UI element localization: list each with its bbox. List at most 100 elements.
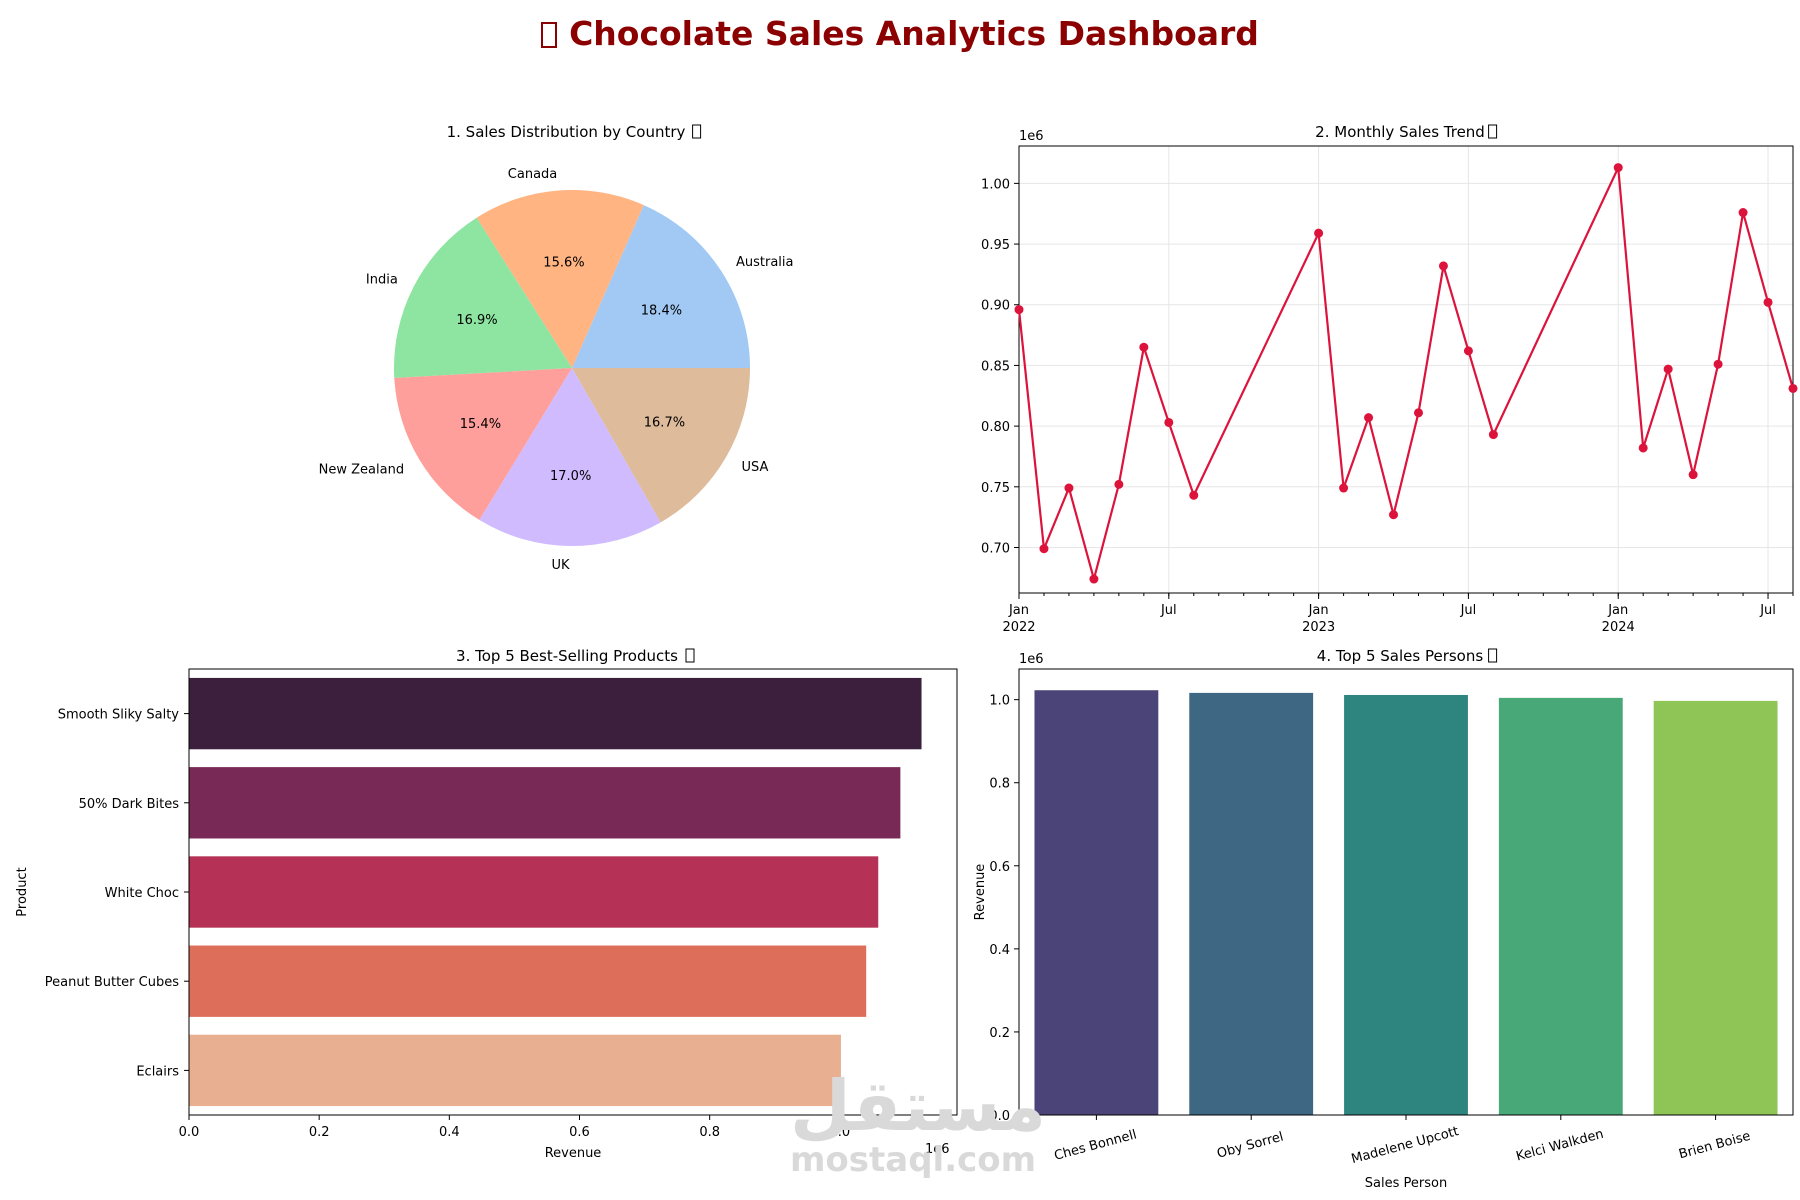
vbar-category-label: Brien Boise [1677,1129,1752,1163]
hbar-xtick-label: 0.0 [179,1125,200,1140]
hbar-bar [189,1034,841,1107]
pie-title: 1. Sales Distribution by Country [447,123,686,141]
pie-value-label: 17.0% [550,469,591,484]
line-point [1613,163,1623,173]
line-point [1463,346,1473,356]
hbar-xtick-label: 0.4 [439,1125,460,1140]
hbar-bar [189,767,901,839]
vbar-bar [1189,692,1314,1115]
hbar-title-glyph-icon [685,648,695,663]
hbar-xlabel: Revenue [545,1146,602,1161]
vbar-ytick-label: 0.8 [989,777,1010,792]
hbar-title: 3. Top 5 Best-Selling Products [456,647,678,665]
watermark-latin: mostaql.com [790,1140,1037,1180]
line-axes-frame [1018,145,1794,594]
vbar-ytick-label: 0.6 [989,860,1010,875]
line-ytick-label: 0.90 [981,299,1010,314]
line-point [1164,417,1174,427]
watermark-arabic: مستقل [790,1065,1047,1147]
line-xtick-label: Jan [1308,603,1329,618]
line-point [1389,510,1399,520]
line-ytick-label: 0.95 [981,238,1010,253]
pie-label: New Zealand [319,463,404,478]
watermark: مستقل mostaql.com [790,1065,1047,1180]
line-point [1014,305,1024,315]
line-point [1688,470,1698,480]
hbar-x-scale-label: 1e6 [925,1142,950,1157]
pie-slice-australia [572,205,750,368]
vbar-bar [1034,690,1159,1115]
line-ytick-label: 0.80 [981,420,1010,435]
line-xtick-label: Jan [1607,603,1628,618]
hbar-bar [189,677,922,750]
hbar-category-label: 50% Dark Bites [79,797,180,812]
vbar-category-label: Ches Bonnell [1053,1127,1139,1163]
line-point [1314,228,1324,238]
pie-value-label: 15.4% [460,417,501,432]
line-xtick-year: 2024 [1602,620,1635,635]
vbar-ylabel: Revenue [973,864,988,921]
pie-slice-uk [479,368,661,546]
chocolate-icon [541,22,558,48]
pie-value-label: 15.6% [543,256,584,271]
dashboard-title-text: Chocolate Sales Analytics Dashboard [569,14,1259,53]
line-point [1064,483,1074,493]
line-point [1638,443,1648,453]
line-ytick-label: 1.00 [981,177,1010,192]
line-xtick-label: Jul [1160,603,1177,618]
line-point [1713,359,1723,369]
vbar-title: 4. Top 5 Sales Persons [1317,647,1484,665]
pie-slice-india [394,217,572,379]
hbar-bar [189,945,867,1017]
hbar-category-label: Eclairs [136,1064,179,1079]
vbar-ytick-label: 1.0 [989,694,1010,709]
hbar-xtick-label: 0.6 [569,1125,590,1140]
pie-label: Canada [508,167,557,182]
line-title-glyph-icon [1488,124,1498,139]
pie-value-label: 16.9% [456,313,497,328]
hbar-bar [189,856,879,928]
hbar-category-label: White Choc [105,886,179,901]
line-point [1189,490,1199,500]
pie-slice-usa [572,368,750,523]
line-point [1738,208,1748,218]
dashboard-title: Chocolate Sales Analytics Dashboard [0,14,1800,53]
line-ytick-label: 0.75 [981,481,1010,496]
pie-label: UK [551,558,570,573]
pie-title-glyph-icon [692,124,702,139]
line-point [1364,413,1374,423]
line-xtick-label: Jul [1460,603,1477,618]
vbar-bar [1344,694,1468,1115]
vbar-title-glyph-icon [1488,648,1498,663]
vbar-category-label: Madelene Upcott [1350,1124,1461,1167]
vbar-category-label: Kelci Walkden [1514,1127,1605,1165]
vbar-axes-frame [1018,668,1794,1116]
line-point [1339,483,1349,493]
line-point [1139,342,1149,352]
hbar-category-label: Smooth Sliky Salty [58,708,180,723]
line-y-scale-label: 1e6 [1019,129,1044,144]
line-series [1017,163,1795,584]
line-point [1114,479,1124,489]
hbar-category-label: Peanut Butter Cubes [45,975,179,990]
line-point [1089,574,1099,584]
line-point [1039,544,1049,554]
line-ytick-label: 0.70 [981,541,1010,556]
line-xtick-label: Jan [1008,603,1029,618]
line-point [1413,408,1423,418]
hbar-ylabel: Product [15,867,30,916]
vbar-bar [1498,697,1623,1115]
pie-label: Australia [736,255,794,270]
pie-value-label: 16.7% [644,415,685,430]
line-point [1488,430,1498,440]
vbar-ytick-label: 0.4 [989,943,1010,958]
line-title: 2. Monthly Sales Trend [1315,123,1485,141]
vbar-xlabel: Sales Person [1365,1176,1447,1191]
line-ytick-label: 0.85 [981,359,1010,374]
pie-slice-canada [476,190,644,368]
vbar-category-label: Oby Sorrel [1215,1130,1285,1162]
vbar-y-scale-label: 1e6 [1019,652,1044,667]
line-point [1438,261,1448,271]
vbar-ytick-label: 0.2 [989,1026,1010,1041]
